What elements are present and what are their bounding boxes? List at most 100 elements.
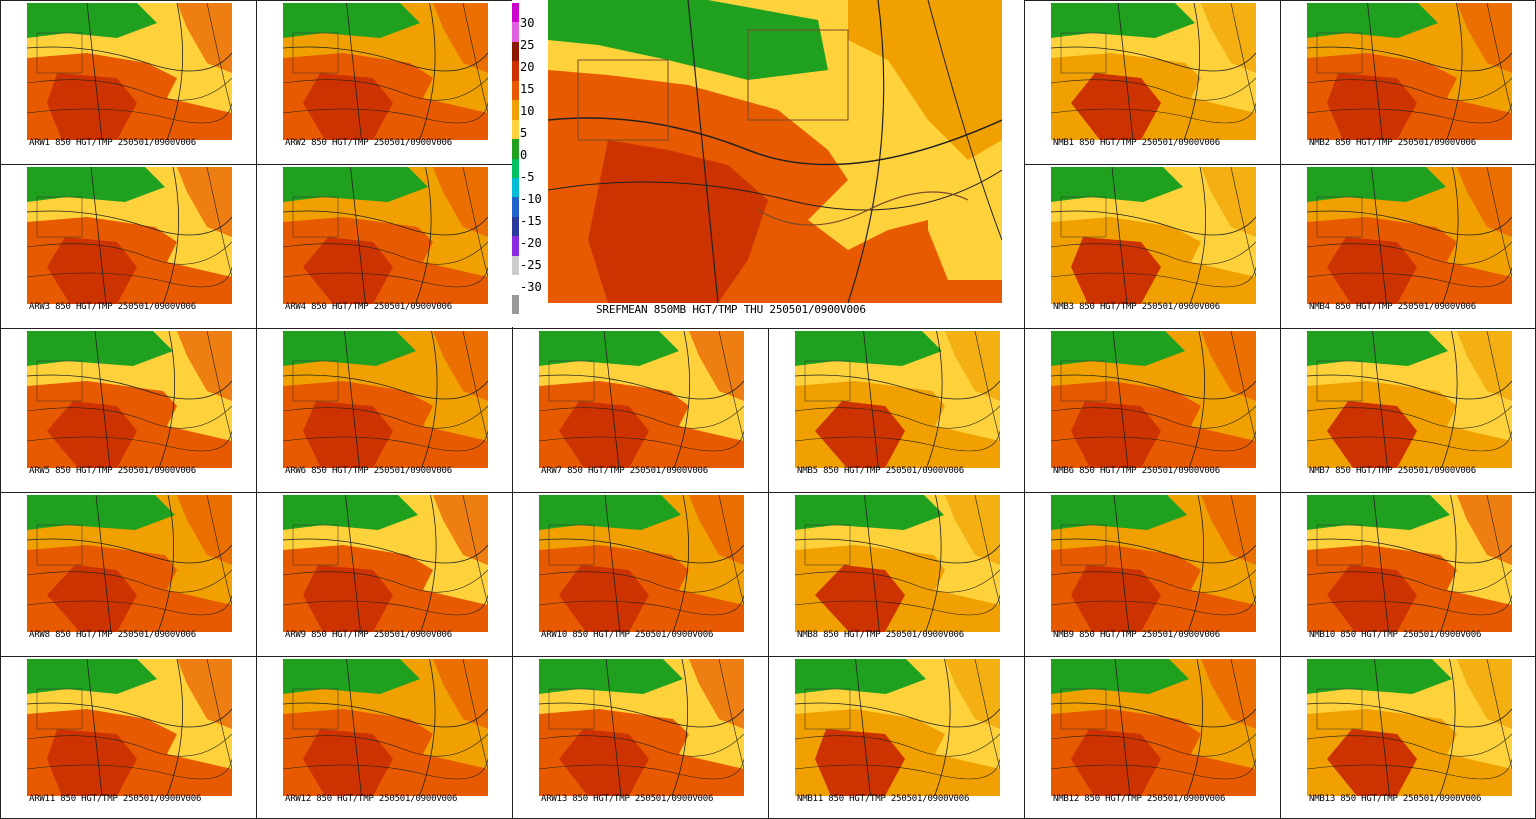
member-caption: NMB2 850 HGT/TMP 250501/0900V006 <box>1309 138 1476 148</box>
member-map <box>283 167 488 304</box>
member-panel: ARW2 850 HGT/TMP 250501/0900V006 <box>256 0 513 165</box>
member-map <box>1307 495 1512 632</box>
colorbar-label: 5 <box>520 126 528 140</box>
colorbar-swatch <box>512 158 519 178</box>
colorbar-label: 20 <box>520 60 535 74</box>
member-caption: ARW12 850 HGT/TMP 250501/0900V006 <box>285 794 458 804</box>
colorbar-label: -20 <box>520 236 542 250</box>
member-map <box>27 3 232 140</box>
member-panel: NMB7 850 HGT/TMP 250501/0900V006 <box>1280 328 1536 493</box>
member-panel: NMB12 850 HGT/TMP 250501/0900V006 <box>1024 656 1281 819</box>
colorbar-swatch <box>512 255 519 276</box>
member-panel: ARW3 850 HGT/TMP 250501/0900V006 <box>0 164 257 329</box>
colorbar-swatch <box>512 61 519 81</box>
member-panel: ARW4 850 HGT/TMP 250501/0900V006 <box>256 164 513 329</box>
member-caption: NMB9 850 HGT/TMP 250501/0900V006 <box>1053 630 1220 640</box>
member-map <box>795 495 1000 632</box>
member-panel: ARW12 850 HGT/TMP 250501/0900V006 <box>256 656 513 819</box>
member-panel: ARW5 850 HGT/TMP 250501/0900V006 <box>0 328 257 493</box>
member-panel: NMB2 850 HGT/TMP 250501/0900V006 <box>1280 0 1536 165</box>
member-panel: NMB5 850 HGT/TMP 250501/0900V006 <box>768 328 1025 493</box>
member-caption: ARW6 850 HGT/TMP 250501/0900V006 <box>285 466 452 476</box>
colorbar-swatch <box>512 100 519 120</box>
colorbar-swatch <box>512 236 519 256</box>
member-panel: NMB10 850 HGT/TMP 250501/0900V006 <box>1280 492 1536 657</box>
member-caption: NMB11 850 HGT/TMP 250501/0900V006 <box>797 794 970 804</box>
member-caption: ARW1 850 HGT/TMP 250501/0900V006 <box>29 138 196 148</box>
colorbar-swatch <box>512 3 519 23</box>
member-map <box>539 495 744 632</box>
colorbar-swatch <box>512 294 519 314</box>
member-panel: NMB9 850 HGT/TMP 250501/0900V006 <box>1024 492 1281 657</box>
member-map <box>539 331 744 468</box>
colorbar-label: 25 <box>520 38 535 52</box>
member-panel: NMB6 850 HGT/TMP 250501/0900V006 <box>1024 328 1281 493</box>
member-map <box>1051 167 1256 304</box>
member-map <box>27 495 232 632</box>
member-panel: ARW11 850 HGT/TMP 250501/0900V006 <box>0 656 257 819</box>
mean-map-graphic <box>548 0 1002 303</box>
member-caption: NMB6 850 HGT/TMP 250501/0900V006 <box>1053 466 1220 476</box>
member-caption: NMB10 850 HGT/TMP 250501/0900V006 <box>1309 630 1482 640</box>
colorbar-label: -25 <box>520 258 542 272</box>
member-panel: NMB8 850 HGT/TMP 250501/0900V006 <box>768 492 1025 657</box>
member-map <box>1307 167 1512 304</box>
member-caption: ARW13 850 HGT/TMP 250501/0900V006 <box>541 794 714 804</box>
mean-title: SREFMEAN 850MB HGT/TMP THU 250501/0900V0… <box>596 303 866 316</box>
member-map <box>1051 495 1256 632</box>
member-caption: ARW4 850 HGT/TMP 250501/0900V006 <box>285 302 452 312</box>
colorbar-label: -15 <box>520 214 542 228</box>
member-panel: NMB4 850 HGT/TMP 250501/0900V006 <box>1280 164 1536 329</box>
member-caption: ARW2 850 HGT/TMP 250501/0900V006 <box>285 138 452 148</box>
member-map <box>283 659 488 796</box>
colorbar-swatch <box>512 197 519 217</box>
member-panel: ARW8 850 HGT/TMP 250501/0900V006 <box>0 492 257 657</box>
colorbar-label: -5 <box>520 170 535 184</box>
mean-map <box>548 0 1002 303</box>
member-caption: ARW11 850 HGT/TMP 250501/0900V006 <box>29 794 202 804</box>
member-map <box>1307 3 1512 140</box>
member-map <box>1307 659 1512 796</box>
colorbar-label: 0 <box>520 148 528 162</box>
member-caption: NMB7 850 HGT/TMP 250501/0900V006 <box>1309 466 1476 476</box>
member-map <box>1307 331 1512 468</box>
colorbar-swatch <box>512 22 519 42</box>
member-map <box>283 3 488 140</box>
member-caption: ARW3 850 HGT/TMP 250501/0900V006 <box>29 302 196 312</box>
member-caption: NMB13 850 HGT/TMP 250501/0900V006 <box>1309 794 1482 804</box>
colorbar-swatch <box>512 275 519 295</box>
member-panel: ARW7 850 HGT/TMP 250501/0900V006 <box>512 328 769 493</box>
colorbar-swatch <box>512 41 519 62</box>
colorbar <box>512 3 519 314</box>
member-panel: ARW1 850 HGT/TMP 250501/0900V006 <box>0 0 257 165</box>
member-caption: ARW5 850 HGT/TMP 250501/0900V006 <box>29 466 196 476</box>
member-panel: ARW6 850 HGT/TMP 250501/0900V006 <box>256 328 513 493</box>
member-map <box>539 659 744 796</box>
member-caption: NMB8 850 HGT/TMP 250501/0900V006 <box>797 630 964 640</box>
colorbar-label: 15 <box>520 82 535 96</box>
colorbar-label: 10 <box>520 104 535 118</box>
member-map <box>1051 3 1256 140</box>
member-caption: ARW8 850 HGT/TMP 250501/0900V006 <box>29 630 196 640</box>
member-map <box>1051 331 1256 468</box>
member-map <box>1051 659 1256 796</box>
colorbar-label: -10 <box>520 192 542 206</box>
colorbar-swatch <box>512 80 519 101</box>
colorbar-swatch <box>512 119 519 140</box>
member-caption: NMB3 850 HGT/TMP 250501/0900V006 <box>1053 302 1220 312</box>
member-map <box>27 331 232 468</box>
member-panel: ARW9 850 HGT/TMP 250501/0900V006 <box>256 492 513 657</box>
member-caption: ARW9 850 HGT/TMP 250501/0900V006 <box>285 630 452 640</box>
member-panel: NMB1 850 HGT/TMP 250501/0900V006 <box>1024 0 1281 165</box>
member-panel: NMB3 850 HGT/TMP 250501/0900V006 <box>1024 164 1281 329</box>
member-panel: ARW10 850 HGT/TMP 250501/0900V006 <box>512 492 769 657</box>
colorbar-label: 30 <box>520 16 535 30</box>
member-caption: NMB12 850 HGT/TMP 250501/0900V006 <box>1053 794 1226 804</box>
colorbar-swatch <box>512 216 519 237</box>
member-caption: ARW7 850 HGT/TMP 250501/0900V006 <box>541 466 708 476</box>
member-caption: NMB4 850 HGT/TMP 250501/0900V006 <box>1309 302 1476 312</box>
member-map <box>283 495 488 632</box>
member-map <box>27 167 232 304</box>
colorbar-swatch <box>512 177 519 198</box>
member-panel: NMB11 850 HGT/TMP 250501/0900V006 <box>768 656 1025 819</box>
